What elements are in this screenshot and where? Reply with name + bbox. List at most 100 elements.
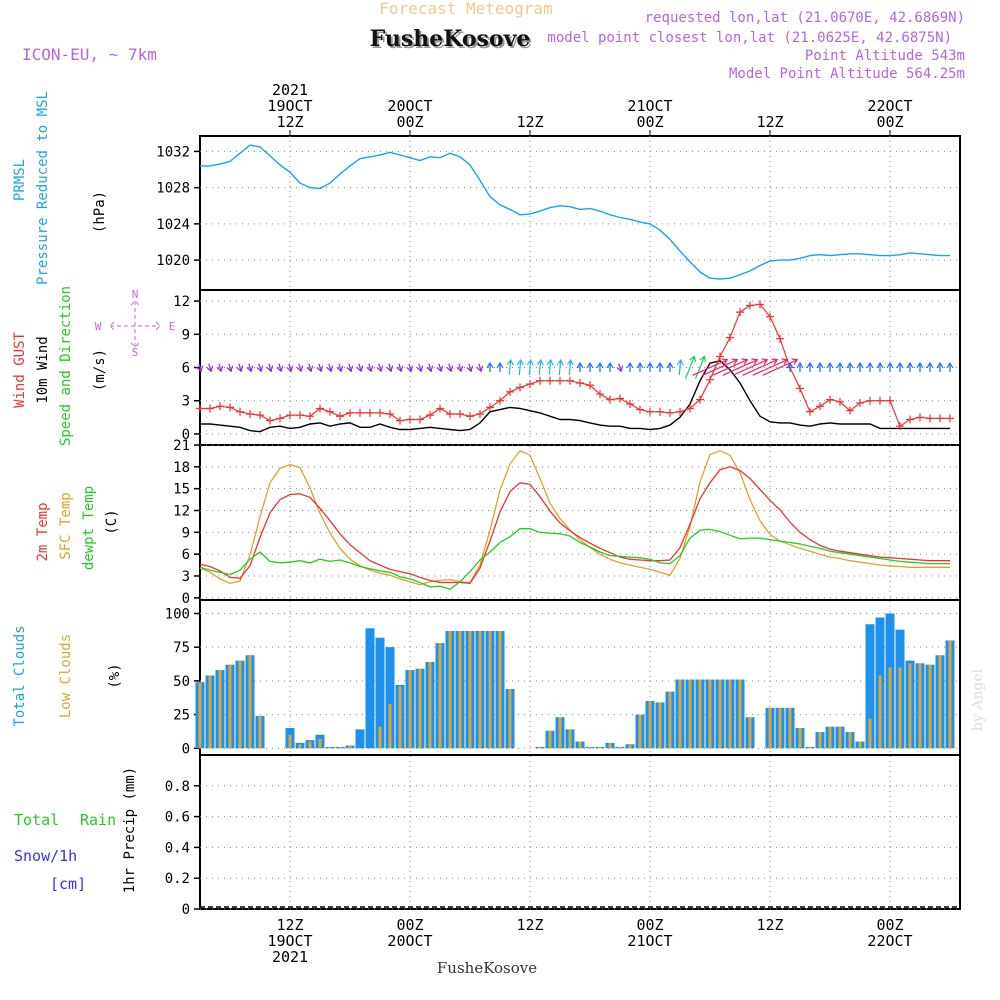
credit: by Angel [970, 668, 986, 731]
low-cloud-bar [288, 734, 292, 749]
gust-marker [936, 414, 944, 423]
low-cloud-bar [858, 741, 862, 749]
low-cloud-bar [248, 655, 252, 749]
pressure-tick-label: 1032 [156, 144, 190, 160]
precip-tick-label: 0.4 [165, 840, 190, 856]
requested-coords: requested lon,lat (21.0670E, 42.6869N) [645, 10, 965, 26]
low-cloud-bar [558, 717, 562, 749]
pressure-line [200, 144, 950, 280]
gust-marker [196, 404, 204, 413]
low-cloud-bar [388, 703, 392, 749]
low-cloud-bar [618, 746, 622, 749]
gust-marker [726, 333, 734, 342]
gust-marker [716, 352, 724, 361]
wind-arrow [616, 363, 624, 373]
wind-arrow [306, 363, 314, 373]
precip-tick-label: 0.6 [165, 810, 190, 826]
low-cloud-bar [848, 732, 852, 749]
top-time-label: 2021 [272, 81, 308, 99]
top-time-label: 00Z [396, 113, 423, 131]
low-cloud-bar [428, 662, 432, 749]
gust-marker [616, 394, 624, 403]
y-ticks: 1020102410281032036912036912151821025507… [156, 144, 200, 918]
gust-marker [466, 412, 474, 421]
gust-marker [596, 390, 604, 399]
low-cloud-bar [828, 726, 832, 749]
bottom-time-label: 00Z [876, 916, 903, 934]
gust-marker [456, 410, 464, 418]
wind-tick-label: 3 [182, 394, 190, 410]
wind-arrow [576, 361, 584, 372]
gust-marker [416, 415, 424, 424]
temp-tick-label: 15 [173, 482, 190, 498]
top-time-label: 20OCT [387, 97, 432, 115]
gust-marker [706, 375, 714, 384]
model-altitude: Model Point Altitude 564.25m [729, 66, 965, 82]
wind-arrow [566, 358, 574, 376]
wind-arrow [636, 361, 644, 372]
clouds-tick-label: 100 [165, 606, 190, 622]
outer-frame [199, 135, 961, 910]
pressure-msl-label: Pressure Reduced to MSL [35, 91, 51, 285]
gust-marker [206, 404, 214, 413]
wind-arrow [694, 355, 706, 379]
wind-arrow [896, 361, 904, 372]
wind-arrow [426, 363, 434, 373]
low-cloud-bar [948, 640, 952, 749]
wind-arrow [786, 361, 794, 372]
gust-marker [286, 411, 294, 420]
clouds-unit: (%) [107, 663, 123, 688]
wind-arrow [556, 358, 564, 376]
gust-marker [396, 416, 404, 425]
gust-marker [216, 402, 224, 411]
pressure-tick-label: 1024 [156, 217, 190, 233]
gust-marker [646, 407, 654, 416]
low-cloud-bar [778, 707, 782, 749]
wind-arrow [276, 363, 284, 373]
wind-arrow [732, 358, 769, 376]
wind-arrow [206, 363, 214, 373]
low-cloud-bar [458, 631, 462, 749]
low-cloud-bar [478, 631, 482, 749]
gust-marker [586, 381, 594, 390]
gust-marker [756, 300, 764, 309]
temp-tick-label: 0 [182, 591, 190, 607]
low-cloud-bar [258, 715, 262, 749]
precip-tick-label: 0.8 [165, 779, 190, 795]
gust-marker [926, 414, 934, 423]
gust-marker [276, 414, 284, 423]
top-time-label: 00Z [636, 113, 663, 131]
low-cloud-bar [898, 667, 902, 749]
rain-label: Rain [80, 811, 116, 829]
wind-arrow [846, 361, 854, 372]
low-cloud-bar [738, 679, 742, 749]
low-cloud-bar [808, 746, 812, 749]
wind-arrow [496, 361, 504, 372]
temp-tick-label: 6 [182, 547, 190, 563]
wind-arrow [196, 363, 204, 373]
wind-arrow [256, 363, 264, 373]
bottom-time-label: 12Z [516, 916, 543, 934]
wind-tick-label: 9 [182, 327, 190, 343]
gust-marker [496, 396, 504, 405]
wind-arrow [816, 361, 824, 372]
low-cloud-bar [408, 670, 412, 749]
precip-unit: 1hr Precip (mm) [122, 767, 138, 893]
gust-marker [826, 395, 834, 404]
dewpt-label: dewpt Temp [81, 486, 97, 570]
low-cloud-bar [608, 742, 612, 749]
gust-marker [806, 407, 814, 416]
gust-label: Wind GUST [12, 332, 28, 408]
gust-marker [316, 404, 324, 413]
gust-marker [356, 408, 364, 417]
wind-arrow [416, 363, 424, 373]
bottom-time-label: 00Z [636, 916, 663, 934]
total-cloud-bar [365, 628, 375, 749]
gust-marker [766, 312, 774, 321]
bottom-time-label: 12Z [276, 916, 303, 934]
wind-arrow [366, 363, 374, 373]
wind-arrow [856, 361, 864, 372]
wind-arrow [536, 358, 544, 376]
cloud-bars [195, 613, 955, 749]
snow-label: Snow/1h [14, 847, 77, 865]
